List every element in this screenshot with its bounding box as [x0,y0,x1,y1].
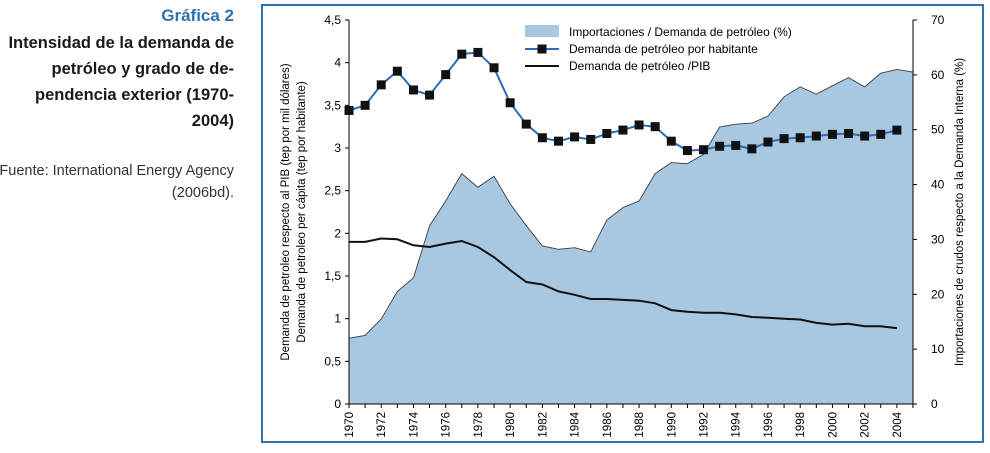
pib-line [349,237,898,330]
per-capita-marker [715,141,725,151]
left-tick-label: 1 [334,312,341,326]
figure-number: Gráfica 2 [161,6,234,25]
x-tick-label: 1978 [473,412,485,438]
figure-title: Intensidad de la demanda de petróleo y g… [8,34,234,130]
left-tick-label: 2,5 [324,184,341,198]
x-tick-label: 1992 [699,412,711,438]
imports-area-series [348,68,914,405]
x-tick-label: 1980 [505,412,517,438]
per-capita-marker [425,90,435,100]
per-capita-marker [489,63,499,73]
per-capita-marker [586,134,596,144]
right-tick-label: 10 [931,342,945,356]
x-tick-label: 1972 [376,412,388,438]
left-tick-label: 4,5 [324,13,341,27]
per-capita-marker [650,122,660,132]
x-tick-label: 2000 [827,412,839,438]
per-capita-marker [892,125,902,135]
per-capita-marker [457,49,467,59]
left-tick-label: 0,5 [324,354,341,368]
figure-caption: Gráfica 2 Intensidad de la demanda de pe… [0,0,240,453]
per-capita-marker [473,47,483,57]
x-tick-label: 1974 [408,411,420,437]
legend-label-imports: Importaciones / Demanda de petróleo (%) [569,25,792,39]
per-capita-marker [392,66,402,76]
per-capita-marker [827,129,837,139]
right-tick-label: 70 [931,13,945,27]
per-capita-marker [344,105,354,115]
legend-label-per-capita: Demanda de petróleo por habitante [569,42,758,56]
left-tick-label: 0 [334,397,341,411]
imports-area [349,69,913,405]
right-tick-label: 30 [931,232,945,246]
per-capita-marker [441,70,451,80]
per-capita-marker [570,132,580,142]
per-capita-marker [505,98,515,108]
x-tick-label: 1970 [344,412,356,438]
per-capita-marker [634,120,644,130]
per-capita-marker [844,128,854,138]
per-capita-marker [699,145,709,155]
per-capita-marker [408,85,418,95]
chart-legend: Importaciones / Demanda de petróleo (%) D… [525,25,792,73]
per-capita-marker [811,131,821,141]
left-tick-label: 3 [334,141,341,155]
per-capita-marker [860,131,870,141]
per-capita-marker [602,128,612,138]
legend-swatch-per-capita-marker [537,44,547,54]
legend-label-pib: Demanda de petróleo /PIB [569,59,710,73]
pib-line-series [349,237,898,330]
chart-svg: 0 0,5 1 1,5 2 2,5 3 3,5 4 4,5 0 10 20 30 40 50 60 70 1970 1… [280,13,966,438]
x-tick-label: 1994 [731,411,743,437]
per-capita-marker [376,80,386,90]
x-tick-label: 1976 [441,412,453,438]
x-tick-label: 2004 [892,411,904,437]
per-capita-marker [666,136,676,146]
x-tick-label: 1982 [537,412,549,438]
per-capita-marker [682,146,692,156]
left-tick-label: 4 [334,56,341,70]
per-capita-marker [763,137,773,147]
x-tick-label: 2002 [860,412,872,438]
x-tick-label: 1990 [666,412,678,438]
right-tick-label: 50 [931,123,945,137]
axis-titles: Demanda de petroleo respecto al PIB (tep… [280,58,966,366]
per-capita-marker [876,129,886,139]
right-tick-label: 0 [931,397,938,411]
per-capita-line-series [344,47,902,156]
left-tick-label: 1,5 [324,269,341,283]
right-tick-label: 60 [931,68,945,82]
per-capita-marker [779,134,789,144]
x-tick-label: 1986 [602,412,614,438]
per-capita-marker [553,136,563,146]
chart-frame: 0 0,5 1 1,5 2 2,5 3 3,5 4 4,5 0 10 20 30 40 50 60 70 1970 1… [261,4,984,443]
imports-area-outline [348,68,914,339]
x-tick-label: 1984 [570,411,582,437]
left-tick-label: 2 [334,226,341,240]
right-tick-label: 40 [931,178,945,192]
per-capita-marker [360,100,370,110]
x-tick-label: 1998 [795,412,807,438]
per-capita-marker [795,133,805,143]
chart-axes: 0 0,5 1 1,5 2 2,5 3 3,5 4 4,5 0 10 20 30 40 50 60 70 1970 1… [324,13,944,438]
per-capita-marker [521,119,531,129]
legend-swatch-imports [525,25,559,37]
per-capita-marker [618,125,628,135]
per-capita-marker [731,140,741,150]
left-tick-label: 3,5 [324,98,341,112]
y-right-axis-title: Importaciones de crudos respecto a la De… [954,58,966,366]
right-tick-label: 20 [931,287,945,301]
x-tick-label: 1988 [634,412,646,438]
x-tick-label: 1996 [763,412,775,438]
figure-source: Fuente: International Energy Agency (200… [0,163,234,201]
y-left-axis-title: Demanda de petroleo respecto al PIB (tep… [280,63,292,360]
y-left-axis-title-2: Demanda de petroleo per cápita (tep por … [296,81,308,343]
per-capita-marker [747,144,757,154]
per-capita-marker [537,133,547,143]
